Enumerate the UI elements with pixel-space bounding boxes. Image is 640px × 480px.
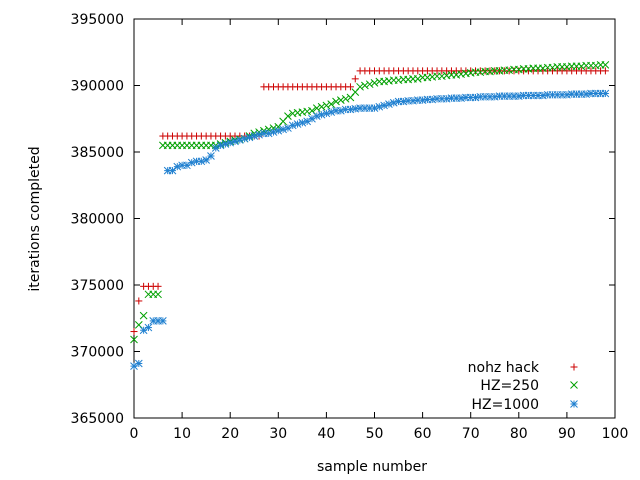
y-axis-label: iterations completed xyxy=(27,146,43,291)
x-tick-label: 10 xyxy=(173,426,191,442)
data-point xyxy=(159,317,167,325)
data-point xyxy=(168,166,177,175)
legend-label-hz-1000: HZ=1000 xyxy=(472,397,539,413)
data-point xyxy=(332,97,340,106)
series-0 xyxy=(130,67,609,336)
data-point xyxy=(385,100,393,108)
x-tick-label: 70 xyxy=(462,426,480,442)
y-tick-label: 370000 xyxy=(71,345,124,361)
data-point xyxy=(226,138,235,147)
legend: nohz hack HZ=250 HZ=1000 xyxy=(468,360,578,413)
data-point xyxy=(336,106,345,115)
data-point xyxy=(216,141,225,150)
data-point xyxy=(346,83,354,91)
y-tick-label: 395000 xyxy=(71,12,124,28)
data-point xyxy=(187,158,196,167)
y-axis-ticks: 365000 370000 375000 380000 385000 390000 3950… xyxy=(71,12,615,427)
x-tick-label: 40 xyxy=(317,426,335,442)
x-tick-label: 80 xyxy=(510,426,528,442)
data-point xyxy=(269,128,278,136)
data-point xyxy=(389,98,398,107)
data-point xyxy=(250,132,259,140)
data-point xyxy=(207,152,215,160)
legend-marker xyxy=(570,381,578,389)
data-point xyxy=(221,140,230,148)
data-point xyxy=(130,328,138,336)
legend-marker xyxy=(570,400,578,408)
data-point xyxy=(293,120,302,128)
data-point xyxy=(197,157,206,166)
series-1 xyxy=(130,61,610,344)
data-point xyxy=(288,121,297,130)
data-point xyxy=(231,137,239,146)
y-tick-label: 380000 xyxy=(71,212,124,228)
data-point xyxy=(601,67,609,75)
data-point xyxy=(356,82,364,91)
legend-marker xyxy=(570,363,578,371)
data-point xyxy=(317,110,326,119)
data-point xyxy=(361,81,369,90)
data-point xyxy=(154,290,162,299)
x-tick-label: 90 xyxy=(558,426,576,442)
data-point xyxy=(264,129,273,138)
x-tick-label: 0 xyxy=(130,426,139,442)
x-tick-label: 60 xyxy=(414,426,432,442)
data-series xyxy=(130,61,610,370)
data-point xyxy=(144,323,153,332)
data-point xyxy=(279,125,287,134)
data-point xyxy=(317,102,326,111)
data-point xyxy=(240,134,249,143)
data-point xyxy=(298,118,307,127)
data-point xyxy=(245,133,254,142)
data-point xyxy=(312,104,321,112)
data-point xyxy=(336,96,345,104)
data-point xyxy=(418,96,427,104)
y-tick-label: 385000 xyxy=(71,145,124,161)
data-point xyxy=(380,101,388,110)
data-point xyxy=(322,101,331,110)
data-point xyxy=(399,97,408,106)
data-point xyxy=(413,74,422,83)
y-tick-label: 375000 xyxy=(71,278,124,294)
y-tick-label: 390000 xyxy=(71,79,124,95)
data-point xyxy=(341,94,350,103)
legend-label-nohz-hack: nohz hack xyxy=(468,360,540,376)
x-tick-label: 50 xyxy=(366,426,384,442)
legend-label-hz-250: HZ=250 xyxy=(480,378,539,394)
data-point xyxy=(601,61,610,69)
data-point xyxy=(274,126,283,135)
data-point xyxy=(601,89,610,98)
data-point xyxy=(154,282,162,290)
data-point xyxy=(135,297,143,305)
y-tick-label: 365000 xyxy=(71,411,124,427)
data-point xyxy=(322,109,331,118)
data-point xyxy=(327,100,336,108)
data-point xyxy=(327,108,336,116)
data-point xyxy=(312,112,321,120)
data-point xyxy=(375,102,384,111)
x-tick-label: 20 xyxy=(221,426,239,442)
data-point xyxy=(173,162,182,171)
data-point xyxy=(134,359,143,368)
data-point xyxy=(351,75,359,83)
data-point xyxy=(130,335,138,344)
data-point xyxy=(139,311,148,320)
data-point xyxy=(365,80,374,89)
x-tick-label: 100 xyxy=(602,426,629,442)
data-point xyxy=(235,136,244,144)
data-point xyxy=(255,130,263,139)
x-axis-label: sample number xyxy=(317,459,427,475)
data-point xyxy=(370,104,379,112)
x-axis-ticks: 0 10 20 30 40 50 60 70 80 90 100 xyxy=(130,19,629,442)
plot-frame xyxy=(133,18,616,419)
x-tick-label: 30 xyxy=(269,426,287,442)
data-point xyxy=(284,112,292,120)
series-2 xyxy=(130,89,610,370)
data-point xyxy=(202,156,211,164)
data-point xyxy=(370,78,379,87)
